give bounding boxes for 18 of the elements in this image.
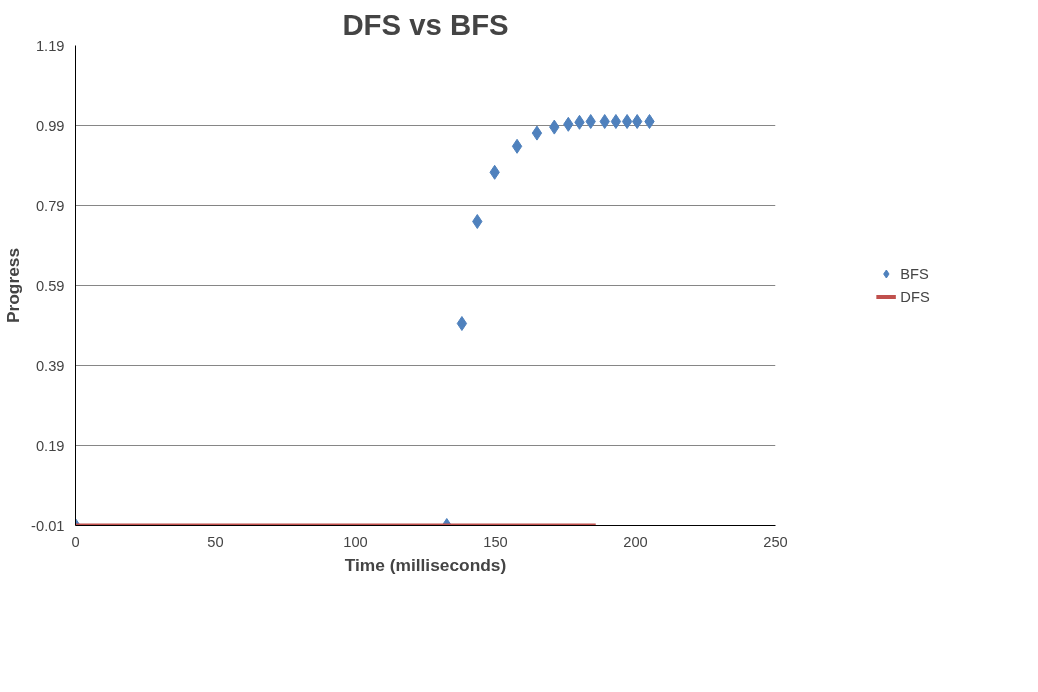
x-axis-title: Time (milliseconds) [344,554,507,575]
y-tick-label: -0.01 [31,517,65,534]
y-tick-label: 0.79 [35,197,65,214]
x-tick-label: 100 [343,533,368,550]
x-tick-label: 150 [483,533,508,550]
y-tick-label: 0.39 [35,357,65,374]
x-tick-label: 50 [207,533,224,550]
legend-label: BFS [900,265,929,282]
x-tick-label: 0 [71,533,80,550]
x-tick-label: 200 [623,533,648,550]
x-tick-label: 250 [763,533,788,550]
y-tick-label: 0.19 [35,437,65,454]
y-tick-label: 1.19 [35,37,65,54]
y-tick-label: 0.99 [35,117,65,134]
y-axis-title: Progress [3,247,24,324]
legend-label: DFS [900,288,930,305]
y-tick-label: 0.59 [35,277,65,294]
chart-title: DFS vs BFS [342,7,509,41]
